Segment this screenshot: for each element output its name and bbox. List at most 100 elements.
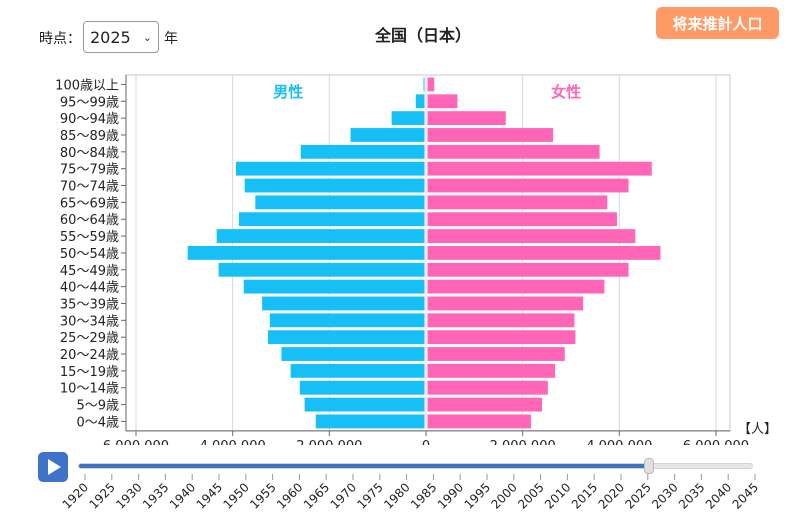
projection-button[interactable]: 将来推計人口 — [656, 7, 779, 39]
female-bar — [427, 77, 435, 92]
y-tick-label: 35〜39歳 — [60, 297, 119, 312]
male-bar — [238, 212, 425, 227]
y-tick-label: 15〜19歳 — [60, 365, 119, 380]
female-bar — [427, 414, 531, 429]
y-tick-label: 20〜24歳 — [60, 348, 119, 363]
male-bar — [269, 313, 425, 328]
year-suffix: 年 — [164, 31, 178, 47]
female-bar — [427, 161, 652, 176]
male-bar — [255, 195, 425, 210]
timeline-year-label: 2005 — [515, 480, 546, 511]
timeline-year-label: 1930 — [113, 480, 144, 511]
timeline-year-label: 1970 — [328, 480, 359, 511]
female-bar — [427, 296, 584, 311]
timeline-handle[interactable] — [643, 458, 654, 474]
timeline-year-label: 1945 — [194, 480, 225, 511]
female-bar — [427, 279, 605, 294]
male-bar — [281, 347, 425, 361]
y-tick-label: 65〜69歳 — [60, 196, 119, 211]
year-select-value: 2025 — [90, 27, 131, 47]
timeline-year-label: 2015 — [569, 480, 600, 511]
y-tick-label: 80〜84歳 — [60, 146, 119, 161]
male-bar — [243, 279, 425, 294]
male-bar — [267, 330, 425, 345]
female-bar — [427, 313, 575, 328]
x-tick-label: 6,000,000 — [103, 439, 169, 445]
female-bar — [427, 212, 617, 227]
female-bar — [427, 330, 576, 345]
timeline-year-label: 2035 — [676, 480, 707, 511]
female-bar — [427, 363, 556, 378]
timeline-year-label: 2040 — [703, 480, 734, 511]
y-tick-label: 70〜74歳 — [60, 180, 119, 195]
y-tick-label: 50〜54歳 — [60, 247, 119, 262]
play-button[interactable] — [38, 452, 68, 482]
male-bar — [300, 144, 425, 159]
y-tick-label: 40〜44歳 — [60, 281, 119, 296]
male-bar — [350, 128, 425, 142]
timeline-year-label: 2010 — [542, 480, 573, 511]
y-tick-label: 0〜4歳 — [76, 415, 119, 430]
timeline-year-label: 1980 — [381, 480, 412, 511]
timeline-year-label: 1940 — [167, 480, 198, 511]
y-tick-label: 25〜29歳 — [60, 331, 119, 346]
female-bar — [427, 262, 629, 277]
male-bar — [244, 178, 425, 193]
timeline-year-label: 2000 — [488, 480, 519, 511]
x-tick-label: 0 — [422, 439, 430, 445]
timeline-year-label: 1955 — [247, 480, 278, 511]
y-tick-label: 75〜79歳 — [60, 163, 119, 178]
male-bar — [304, 397, 425, 412]
x-tick-label: 4,000,000 — [586, 439, 652, 445]
timeline-slider[interactable] — [78, 458, 753, 474]
timeline-year-label: 2025 — [622, 480, 653, 511]
y-tick-label: 90〜94歳 — [60, 112, 119, 127]
female-bar — [427, 111, 506, 126]
x-tick-label: 2,000,000 — [490, 439, 556, 445]
male-bar — [187, 246, 425, 260]
male-bar — [290, 363, 425, 378]
timeline-year-label: 1985 — [408, 480, 439, 511]
header-bar: 時点： 2025 ⌄ 年 全国（日本） 将来推計人口 — [0, 0, 800, 60]
timeline-year-label: 2030 — [649, 480, 680, 511]
timeline-year-label: 1965 — [301, 480, 332, 511]
time-label: 時点： — [39, 31, 81, 47]
y-tick-label: 95〜99歳 — [60, 95, 119, 110]
y-tick-label: 55〜59歳 — [60, 230, 119, 245]
male-series-label: 男性 — [273, 83, 303, 101]
female-bar — [427, 229, 636, 243]
female-bar — [427, 195, 608, 210]
male-bar — [423, 77, 425, 92]
female-bar — [427, 178, 629, 193]
male-bar — [216, 229, 425, 243]
male-bar — [415, 94, 425, 109]
male-bar — [236, 161, 425, 176]
timeline-year-label: 2045 — [730, 480, 761, 511]
male-bar — [315, 414, 425, 429]
year-select[interactable]: 2025 ⌄ — [83, 21, 159, 53]
female-bar — [427, 246, 661, 260]
y-tick-label: 60〜64歳 — [60, 213, 119, 228]
timeline-year-label: 2020 — [596, 480, 627, 511]
play-icon — [48, 459, 61, 475]
male-bar — [262, 296, 425, 311]
population-pyramid-chart: 6,000,000 4,000,000 2,000,000 0 2,000,000 4,0… — [55, 74, 777, 445]
x-tick-label: 4,000,000 — [200, 439, 266, 445]
x-tick-label: 6,000,000 — [683, 439, 749, 445]
timeline-year-label: 1925 — [86, 480, 117, 511]
y-tick-label: 100歳以上 — [55, 78, 119, 93]
page-title: 全国（日本） — [374, 26, 471, 45]
timeline-year-label: 1920 — [60, 480, 91, 511]
chevron-down-icon: ⌄ — [142, 30, 152, 44]
timeline-year-label: 1995 — [462, 480, 493, 511]
female-bar — [427, 397, 543, 412]
timeline-year-label: 1950 — [220, 480, 251, 511]
y-tick-label: 5〜9歳 — [76, 399, 119, 414]
y-tick-label: 85〜89歳 — [60, 129, 119, 144]
x-axis-unit: 【人】 — [738, 422, 777, 437]
female-bar — [427, 347, 565, 361]
male-bar — [391, 111, 425, 126]
y-tick-label: 30〜34歳 — [60, 314, 119, 329]
female-bar — [427, 94, 458, 109]
female-bar — [427, 128, 554, 142]
